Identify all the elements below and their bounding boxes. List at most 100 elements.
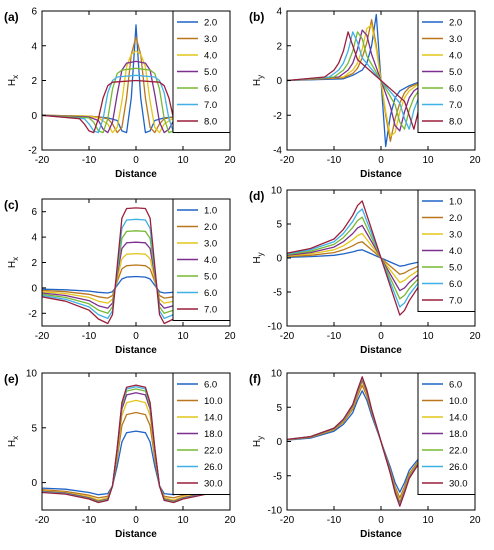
series-line-30.0 <box>287 376 475 507</box>
y-tick-label: 0 <box>31 283 37 294</box>
y-tick-label: 0 <box>276 254 282 265</box>
x-axis-label: Distance <box>115 345 157 356</box>
x-tick-label: 20 <box>224 331 236 342</box>
x-tick-label: -10 <box>327 331 342 342</box>
legend: 2.0 3.0 4.0 5.0 6.0 7.0 8.0 <box>417 10 476 133</box>
x-tick-label: 20 <box>224 155 236 166</box>
legend: 2.0 3.0 4.0 5.0 6.0 7.0 8.0 <box>172 10 231 133</box>
x-tick-label: 20 <box>469 331 481 342</box>
x-tick-label: 10 <box>422 155 434 166</box>
legend: 6.0 10.0 14.0 18.0 22.0 26.0 30.0 <box>417 372 476 495</box>
legend-entry: 5.0 <box>449 67 462 78</box>
x-tick-label: 0 <box>378 515 384 526</box>
legend-entry: 1.0 <box>449 197 462 208</box>
x-tick-label: 0 <box>133 331 139 342</box>
legend-entry: 14.0 <box>449 413 468 424</box>
legend-entry: 3.0 <box>449 34 462 45</box>
panel-label: (f) <box>249 372 261 386</box>
y-tick-label: -2 <box>28 146 37 157</box>
panel-label: (e) <box>4 372 19 386</box>
legend-entry: 6.0 <box>449 84 462 95</box>
legend-entry: 2.0 <box>449 18 462 29</box>
legend-entry: 10.0 <box>204 396 223 407</box>
y-tick-label: 10 <box>26 369 38 380</box>
legend-entry: 7.0 <box>449 100 462 111</box>
legend-entry: 7.0 <box>204 305 217 316</box>
legend-entry: 2.0 <box>204 18 217 29</box>
y-tick-label: 6 <box>31 207 37 218</box>
legend-entry: 30.0 <box>449 479 468 490</box>
series-lines <box>287 376 475 507</box>
panel-label: (b) <box>249 10 264 24</box>
y-tick-label: 4 <box>31 233 37 244</box>
y-tick-label: 0 <box>276 437 282 448</box>
legend-entry: 6.0 <box>449 279 462 290</box>
y-tick-label: 5 <box>31 423 37 434</box>
legend-entry: 6.0 <box>449 380 462 391</box>
y-tick-label: 0 <box>31 478 37 489</box>
y-axis-label: Hy <box>252 75 265 86</box>
legend-entry: 3.0 <box>204 34 217 45</box>
x-tick-label: 0 <box>378 331 384 342</box>
x-tick-label: 20 <box>224 515 236 526</box>
legend: 6.0 10.0 14.0 18.0 22.0 26.0 30.0 <box>172 372 231 495</box>
x-tick-label: -20 <box>280 155 295 166</box>
x-axis-label: Distance <box>115 529 157 540</box>
y-tick-label: -2 <box>273 111 282 122</box>
series-line-14.0 <box>42 399 230 501</box>
x-tick-label: 20 <box>469 155 481 166</box>
legend-entry: 5.0 <box>204 272 217 283</box>
y-tick-label: 4 <box>31 41 37 52</box>
panel-label: (c) <box>4 198 19 212</box>
x-tick-label: -20 <box>35 155 50 166</box>
y-tick-label: 6 <box>31 7 37 18</box>
legend-entry: 2.0 <box>449 213 462 224</box>
x-tick-label: 0 <box>378 155 384 166</box>
legend-entry: 4.0 <box>204 255 217 266</box>
y-axis-label: Hx <box>7 75 20 86</box>
legend-entry: 7.0 <box>449 296 462 307</box>
y-axis-label: Hx <box>7 436 20 447</box>
y-axis-label: Hy <box>252 436 265 447</box>
x-tick-label: -20 <box>280 331 295 342</box>
legend-entry: 6.0 <box>204 288 217 299</box>
x-axis-label: Distance <box>115 169 157 180</box>
y-tick-label: -5 <box>273 471 282 482</box>
y-axis-label: Hy <box>252 252 265 263</box>
x-tick-label: -20 <box>35 515 50 526</box>
y-tick-label: 2 <box>276 41 282 52</box>
legend: 1.0 2.0 3.0 4.0 5.0 6.0 7.0 <box>172 198 231 321</box>
legend-entry: 5.0 <box>204 67 217 78</box>
x-axis-label: Distance <box>360 345 402 356</box>
legend-entry: 3.0 <box>449 230 462 241</box>
legend-entry: 18.0 <box>449 429 468 440</box>
x-tick-label: -10 <box>82 515 97 526</box>
y-tick-label: 2 <box>31 258 37 269</box>
legend-entry: 4.0 <box>204 51 217 62</box>
x-tick-label: -10 <box>327 515 342 526</box>
x-tick-label: -20 <box>280 515 295 526</box>
legend-entry: 4.0 <box>449 51 462 62</box>
x-tick-label: -20 <box>35 331 50 342</box>
legend-entry: 14.0 <box>204 413 223 424</box>
y-tick-label: -2 <box>28 309 37 320</box>
x-tick-label: 0 <box>133 515 139 526</box>
x-tick-label: 10 <box>422 331 434 342</box>
legend-entry: 1.0 <box>204 206 217 217</box>
x-tick-label: 10 <box>177 331 189 342</box>
legend-entry: 5.0 <box>449 263 462 274</box>
series-line-7.0 <box>287 200 475 316</box>
x-tick-label: 10 <box>177 515 189 526</box>
x-axis-label: Distance <box>360 529 402 540</box>
x-tick-label: -10 <box>82 331 97 342</box>
series-line-4.0 <box>42 50 230 134</box>
legend-entry: 2.0 <box>204 222 217 233</box>
legend-entry: 7.0 <box>204 100 217 111</box>
legend-entry: 8.0 <box>449 117 462 128</box>
x-axis-label: Distance <box>360 169 402 180</box>
